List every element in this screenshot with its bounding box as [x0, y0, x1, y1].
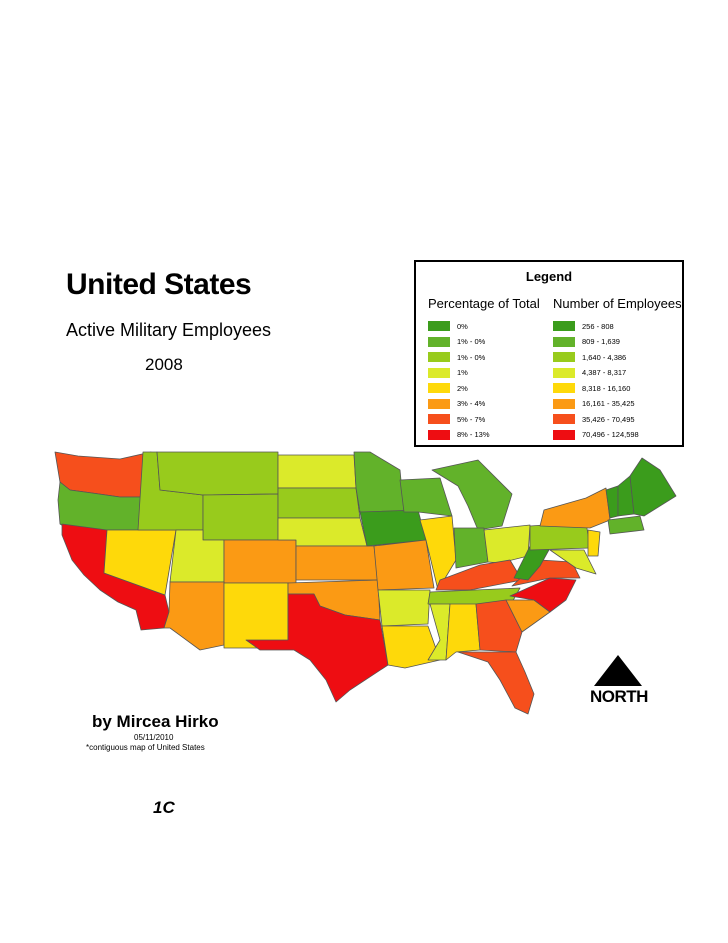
page-label: 1C [153, 798, 175, 817]
legend-label-num: 8,318 - 16,160 [582, 383, 631, 393]
legend-swatch [428, 398, 450, 409]
legend-label-pct: 1% - 0% [457, 337, 486, 346]
state-oh [483, 524, 531, 564]
legend-row-pct: 1% - 0% [428, 351, 485, 363]
legend-label-pct: 3% - 4% [457, 399, 486, 408]
legend-swatch [428, 429, 450, 440]
legend-label-num: 809 - 1,639 [582, 337, 620, 346]
legend-swatch [553, 336, 575, 347]
legend-label-pct: 1% - 0% [457, 352, 486, 362]
state-md [549, 549, 597, 575]
legend-row-pct: 1% - 0% [428, 336, 485, 348]
state-ar [377, 589, 431, 627]
north-arrow-icon [594, 655, 642, 686]
state-nd [277, 454, 357, 489]
legend-row-pct: 5% - 7% [428, 413, 485, 425]
state-in [453, 527, 489, 569]
state-co [223, 539, 297, 584]
state-al [445, 603, 481, 661]
legend-swatch [553, 429, 575, 440]
north-label: NORTH [590, 687, 648, 706]
state-wi [399, 477, 453, 517]
state-ms [427, 603, 451, 661]
state-ks [295, 545, 379, 581]
legend-label-pct: 0% [457, 321, 468, 331]
state-sd [277, 487, 361, 519]
legend-label-num: 256 - 808 [582, 321, 614, 331]
legend-row-num: 16,161 - 35,425 [553, 398, 635, 410]
legend-label-num: 35,426 - 70,495 [582, 414, 635, 424]
date: 05/11/2010 [134, 733, 174, 742]
legend-row-num: 809 - 1,639 [553, 336, 620, 348]
state-mt [156, 451, 279, 496]
legend-label-pct: 2% [457, 383, 468, 393]
legend-row-pct: 8% - 13% [428, 429, 490, 441]
legend-label-num: 70,496 - 124,598 [582, 430, 639, 439]
author: by Mircea Hirko [92, 712, 219, 731]
legend-swatch [553, 321, 575, 331]
legend-swatch [428, 383, 450, 393]
legend-title: Legend [525, 269, 573, 284]
legend-row-num: 35,426 - 70,495 [553, 413, 635, 425]
state-fl [457, 651, 535, 715]
legend-label-pct: 5% - 7% [457, 414, 486, 424]
legend-pct-heading: Percentage of Total [428, 296, 540, 311]
legend-swatch [428, 321, 450, 331]
state-nj [587, 529, 601, 557]
legend-swatch [428, 367, 450, 378]
legend-label-pct: 1% [457, 368, 468, 377]
state-mi [431, 459, 513, 531]
map-year: 2008 [145, 355, 183, 374]
state-mn [353, 451, 405, 513]
legend-row-pct: 3% - 4% [428, 398, 485, 410]
state-nm [223, 582, 289, 649]
legend-label-num: 16,161 - 35,425 [582, 399, 635, 408]
legend-swatch [428, 414, 450, 424]
map-title: United States [66, 268, 252, 301]
state-mo [373, 539, 435, 591]
legend-swatch [428, 336, 450, 347]
legend-row-pct: 2% [428, 382, 468, 394]
map-subtitle: Active Military Employees [66, 320, 272, 340]
legend-label-pct: 8% - 13% [457, 430, 490, 439]
state-la [381, 625, 441, 669]
legend-row-num: 4,387 - 8,317 [553, 367, 626, 379]
legend-swatch [553, 414, 575, 424]
legend-row-pct: 1% [428, 367, 468, 379]
legend-row-pct: 0% [428, 320, 468, 332]
state-wv [513, 545, 551, 581]
state-wy [202, 493, 279, 541]
footnote: *contiguous map of United States [86, 743, 205, 752]
legend-swatch [553, 367, 575, 378]
state-ia [359, 509, 427, 547]
state-tx [245, 593, 389, 703]
state-ny [539, 487, 611, 529]
legend-label-num: 4,387 - 8,317 [582, 368, 627, 377]
state-ga [475, 599, 523, 653]
state-il [419, 515, 457, 591]
legend-swatch [553, 398, 575, 409]
state-az [163, 581, 225, 651]
north-arrow [594, 655, 642, 686]
legend-label-num: 1,640 - 4,386 [582, 352, 627, 362]
legend-swatch [553, 383, 575, 393]
legend-num-heading: Number of Employees [553, 296, 682, 311]
legend-row-num: 8,318 - 16,160 [553, 382, 630, 394]
state-me [629, 457, 677, 517]
legend-swatch [428, 352, 450, 362]
legend-row-num: 256 - 808 [553, 320, 614, 332]
legend-row-num: 70,496 - 124,598 [553, 429, 639, 441]
legend-row-num: 1,640 - 4,386 [553, 351, 626, 363]
legend: Legend Percentage of Total Number of Emp… [414, 260, 684, 447]
legend-swatch [553, 352, 575, 362]
new-england-southern-states [607, 515, 645, 535]
